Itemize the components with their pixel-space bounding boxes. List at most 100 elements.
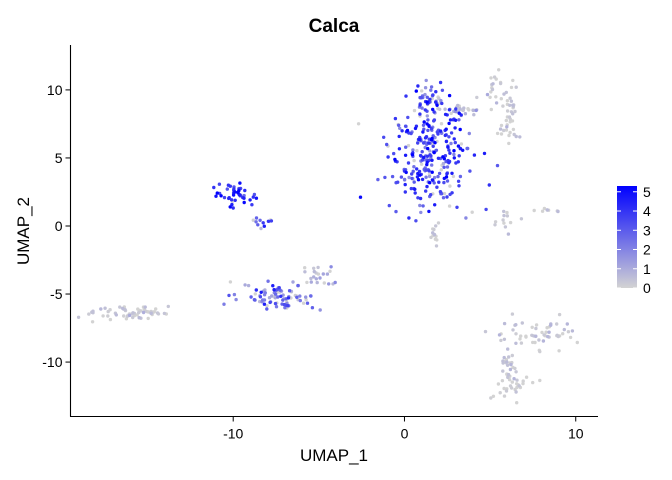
- data-point: [420, 150, 424, 154]
- data-point: [432, 119, 436, 123]
- data-point: [310, 306, 315, 310]
- data-point: [122, 314, 126, 318]
- data-point: [505, 363, 510, 367]
- data-point: [524, 375, 529, 379]
- data-point: [413, 126, 418, 131]
- data-point: [243, 188, 247, 193]
- data-point: [434, 244, 439, 248]
- data-point: [411, 148, 415, 152]
- data-point: [108, 317, 113, 322]
- data-point: [166, 304, 170, 309]
- data-point: [453, 126, 457, 130]
- y-tick-label: 5: [55, 150, 63, 166]
- colorbar-ticks: 0 1 2 3 4 5: [617, 184, 651, 296]
- data-point: [76, 315, 81, 319]
- data-point: [414, 219, 418, 223]
- data-point: [416, 178, 421, 182]
- data-point: [538, 378, 542, 383]
- data-point: [482, 151, 487, 156]
- data-point: [455, 205, 459, 209]
- data-point: [429, 85, 434, 89]
- data-point: [505, 360, 509, 364]
- data-point: [266, 219, 271, 223]
- data-point: [436, 132, 440, 136]
- data-point: [254, 196, 259, 200]
- data-point: [431, 144, 435, 148]
- data-point: [254, 288, 258, 292]
- data-point: [456, 160, 460, 164]
- data-point: [413, 187, 417, 191]
- data-point: [498, 127, 503, 131]
- data-point: [542, 206, 547, 211]
- data-point: [456, 144, 461, 148]
- data-point: [400, 129, 404, 133]
- data-point: [303, 266, 307, 270]
- data-point: [498, 391, 502, 395]
- data-point: [406, 115, 410, 120]
- data-point: [556, 209, 560, 214]
- data-point: [137, 316, 141, 320]
- data-point: [430, 136, 434, 141]
- data-point: [415, 167, 419, 171]
- data-point: [243, 283, 247, 287]
- data-point: [447, 93, 452, 98]
- data-point: [136, 307, 140, 311]
- data-point: [426, 118, 430, 122]
- data-point: [265, 307, 269, 311]
- data-point: [312, 275, 316, 279]
- data-point: [457, 111, 461, 115]
- data-point: [383, 175, 387, 180]
- data-point: [265, 304, 269, 308]
- data-point: [508, 103, 512, 108]
- data-point: [149, 311, 153, 315]
- data-point: [442, 165, 446, 169]
- data-point: [246, 283, 251, 288]
- data-point: [489, 107, 493, 112]
- data-point: [549, 323, 553, 327]
- data-point: [273, 292, 278, 296]
- data-point: [396, 180, 400, 184]
- data-point: [252, 298, 257, 302]
- data-point: [281, 298, 285, 302]
- data-point: [232, 292, 237, 297]
- data-point: [228, 205, 232, 209]
- data-point: [540, 209, 545, 213]
- data-point: [497, 333, 502, 337]
- data-point: [440, 101, 444, 106]
- data-point: [505, 99, 510, 103]
- data-point: [445, 195, 449, 199]
- data-point: [312, 269, 316, 274]
- data-point: [430, 178, 435, 182]
- data-point: [232, 187, 236, 191]
- data-point: [409, 186, 413, 191]
- x-tick-label: -10: [223, 426, 243, 442]
- data-point: [416, 196, 420, 200]
- data-point: [489, 76, 493, 80]
- data-point: [314, 277, 318, 281]
- data-point: [493, 220, 498, 224]
- data-point: [514, 332, 518, 336]
- data-point: [514, 341, 518, 345]
- data-point: [431, 231, 435, 235]
- data-point: [462, 106, 466, 110]
- data-point: [532, 208, 536, 213]
- data-point: [427, 124, 431, 128]
- y-tick-label: 0: [55, 218, 63, 234]
- data-point: [438, 190, 443, 194]
- data-point: [447, 121, 451, 126]
- data-point: [470, 210, 474, 214]
- data-point: [454, 109, 458, 114]
- data-point: [404, 170, 408, 175]
- data-point: [467, 131, 471, 136]
- data-point: [511, 328, 515, 332]
- data-point: [511, 112, 515, 116]
- data-point: [485, 92, 490, 97]
- colorbar-tick-label: 1: [643, 261, 651, 277]
- data-point: [433, 141, 437, 145]
- data-point: [162, 311, 167, 316]
- data-point: [568, 335, 573, 340]
- data-point: [227, 196, 231, 201]
- data-point: [502, 221, 506, 225]
- data-point: [418, 196, 423, 201]
- data-point: [435, 103, 439, 108]
